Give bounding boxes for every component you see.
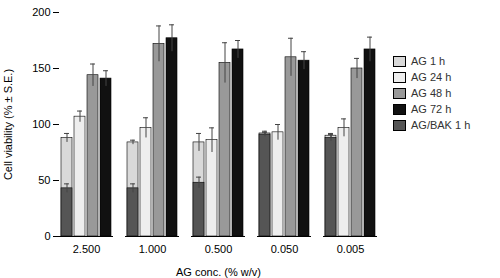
svg-text:Cell viability (% ± S.E.): Cell viability (% ± S.E.) [2, 69, 14, 180]
svg-text:1.000: 1.000 [139, 243, 167, 255]
svg-text:0.005: 0.005 [337, 243, 365, 255]
svg-text:0: 0 [44, 230, 50, 242]
svg-text:0.050: 0.050 [271, 243, 299, 255]
html-text:AG/BAK 1 h: AG/BAK 1 h [411, 119, 471, 131]
svg-text:50: 50 [38, 174, 50, 186]
svg-text:100: 100 [32, 118, 50, 130]
svg-text:0.500: 0.500 [205, 243, 233, 255]
html-text:AG 24 h: AG 24 h [411, 71, 452, 83]
html-text:AG 72 h: AG 72 h [411, 103, 452, 115]
html-text:AG 1 h: AG 1 h [411, 55, 446, 67]
html-text:AG 48 h: AG 48 h [411, 87, 452, 99]
svg-text:2.500: 2.500 [73, 243, 101, 255]
svg-text:AG conc. (% w/v): AG conc. (% w/v) [176, 266, 261, 278]
svg-text:150: 150 [32, 62, 50, 74]
svg-text:200: 200 [32, 6, 50, 18]
